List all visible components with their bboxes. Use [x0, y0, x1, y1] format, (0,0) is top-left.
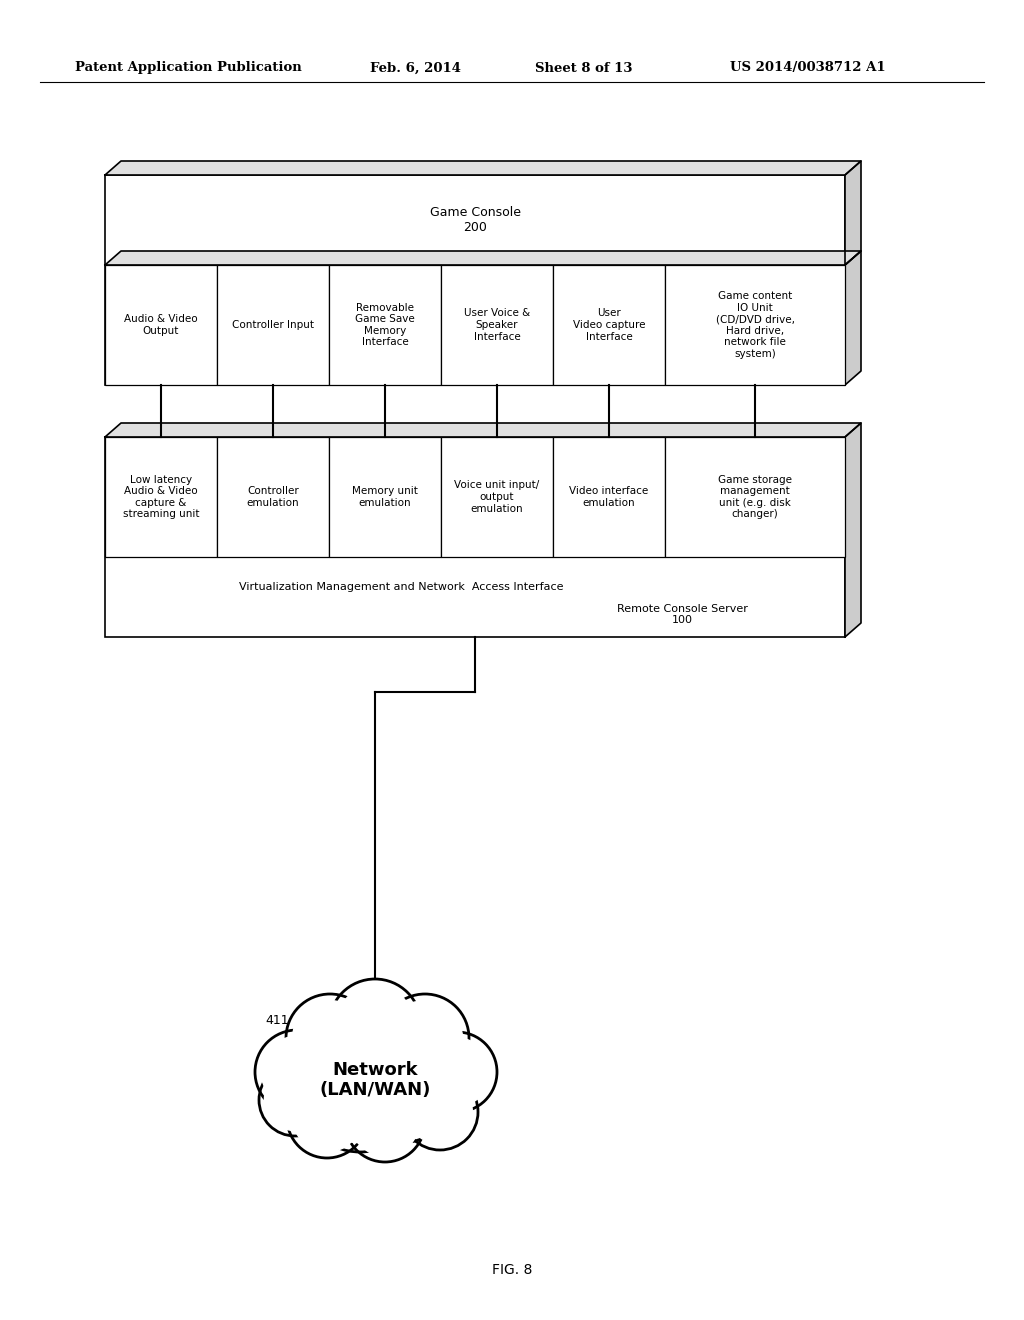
- Bar: [665, 265, 845, 385]
- Text: User Voice &
Speaker
Interface: User Voice & Speaker Interface: [464, 309, 530, 342]
- Bar: [217, 437, 329, 557]
- Text: Voice unit input/
output
emulation: Voice unit input/ output emulation: [455, 480, 540, 513]
- Circle shape: [298, 1028, 422, 1152]
- Circle shape: [336, 986, 414, 1064]
- Bar: [553, 265, 665, 385]
- Bar: [217, 265, 329, 385]
- Text: Game content
IO Unit
(CD/DVD drive,
Hard drive,
network file
system): Game content IO Unit (CD/DVD drive, Hard…: [716, 290, 795, 359]
- Polygon shape: [845, 251, 861, 385]
- Bar: [105, 437, 845, 638]
- Text: Game storage
management
unit (e.g. disk
changer): Game storage management unit (e.g. disk …: [718, 475, 792, 519]
- Text: Audio & Video
Output: Audio & Video Output: [124, 314, 198, 335]
- Polygon shape: [845, 422, 861, 638]
- Text: US 2014/0038712 A1: US 2014/0038712 A1: [730, 62, 886, 74]
- Circle shape: [350, 1036, 450, 1134]
- Circle shape: [345, 1082, 425, 1162]
- Text: Sheet 8 of 13: Sheet 8 of 13: [535, 62, 633, 74]
- Bar: [329, 437, 441, 557]
- Circle shape: [351, 1088, 419, 1156]
- Text: Controller
emulation: Controller emulation: [247, 486, 299, 508]
- Text: Controller Input: Controller Input: [232, 319, 314, 330]
- Circle shape: [388, 1001, 463, 1076]
- Polygon shape: [845, 161, 861, 265]
- Bar: [105, 176, 845, 265]
- Bar: [105, 265, 217, 385]
- Circle shape: [417, 1032, 497, 1111]
- Text: 411: 411: [265, 1014, 289, 1027]
- Text: Feb. 6, 2014: Feb. 6, 2014: [370, 62, 461, 74]
- Text: Remote Console Server
100: Remote Console Server 100: [616, 603, 748, 626]
- Text: Low latency
Audio & Video
capture &
streaming unit: Low latency Audio & Video capture & stre…: [123, 475, 200, 519]
- Bar: [665, 437, 845, 557]
- Text: Patent Application Publication: Patent Application Publication: [75, 62, 302, 74]
- Text: Game Console
200: Game Console 200: [429, 206, 520, 234]
- Polygon shape: [105, 422, 861, 437]
- Bar: [329, 265, 441, 385]
- Bar: [553, 437, 665, 557]
- Circle shape: [293, 1001, 368, 1076]
- Circle shape: [402, 1074, 478, 1150]
- Circle shape: [286, 994, 374, 1082]
- Bar: [105, 265, 845, 385]
- Text: Memory unit
emulation: Memory unit emulation: [352, 486, 418, 508]
- Text: Virtualization Management and Network  Access Interface: Virtualization Management and Network Ac…: [239, 582, 563, 593]
- Circle shape: [259, 1064, 331, 1137]
- Circle shape: [329, 979, 421, 1071]
- Bar: [441, 437, 553, 557]
- Circle shape: [381, 994, 469, 1082]
- Text: User
Video capture
Interface: User Video capture Interface: [572, 309, 645, 342]
- Circle shape: [264, 1069, 326, 1131]
- Text: Network
(LAN/WAN): Network (LAN/WAN): [319, 1060, 431, 1100]
- Circle shape: [287, 1078, 367, 1158]
- Circle shape: [307, 1038, 413, 1143]
- Circle shape: [423, 1038, 490, 1106]
- Text: Removable
Game Save
Memory
Interface: Removable Game Save Memory Interface: [355, 302, 415, 347]
- Bar: [105, 437, 217, 557]
- Circle shape: [342, 1027, 458, 1143]
- Circle shape: [261, 1036, 333, 1107]
- Circle shape: [255, 1030, 339, 1114]
- Circle shape: [293, 1084, 361, 1152]
- Bar: [441, 265, 553, 385]
- Text: FIG. 8: FIG. 8: [492, 1263, 532, 1276]
- Polygon shape: [105, 251, 861, 265]
- Polygon shape: [105, 161, 861, 176]
- Circle shape: [408, 1080, 472, 1144]
- Text: Video interface
emulation: Video interface emulation: [569, 486, 648, 508]
